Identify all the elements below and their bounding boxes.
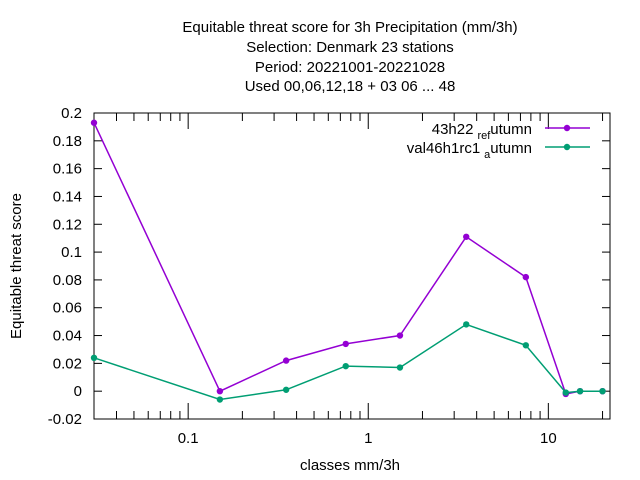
data-point xyxy=(576,387,584,395)
y-tick-label: 0.06 xyxy=(53,300,82,317)
y-tick-label: 0.2 xyxy=(61,105,82,122)
y-tick-label: 0.12 xyxy=(53,216,82,233)
data-point xyxy=(342,362,349,370)
data-point xyxy=(562,389,569,396)
data-point xyxy=(599,387,606,395)
data-point xyxy=(282,386,290,393)
data-point xyxy=(90,354,98,361)
data-point xyxy=(396,364,404,371)
title-line-4: Used 00,06,12,18 + 03 06 ... 48 xyxy=(245,78,456,95)
legend-label-1: 43h22 refutumn xyxy=(432,121,532,142)
x-tick-label: 1 xyxy=(364,430,372,447)
y-tick-label: 0.1 xyxy=(61,244,82,261)
data-point xyxy=(282,357,290,364)
title-line-1: Equitable threat score for 3h Precipitat… xyxy=(182,19,517,36)
data-point xyxy=(522,273,530,281)
legend: 43h22 refutumn val46h1rc1 autumn xyxy=(407,121,590,161)
y-tick-label: 0.04 xyxy=(53,328,82,345)
y-tick-label: 0 xyxy=(74,383,82,400)
data-point xyxy=(463,233,470,240)
data-point xyxy=(216,396,224,403)
chart-title: Equitable threat score for 3h Precipitat… xyxy=(182,19,517,95)
x-axis: 0.1 1 10 xyxy=(93,113,604,447)
y-tick-label: -0.02 xyxy=(48,411,82,428)
x-tick-label: 0.1 xyxy=(178,430,199,447)
y-tick-label: 0.02 xyxy=(53,355,82,372)
y-tick-label: 0.08 xyxy=(53,272,82,289)
data-point xyxy=(216,387,224,395)
legend-label-2: val46h1rc1 autumn xyxy=(407,140,532,161)
data-point xyxy=(522,342,530,349)
data-point xyxy=(342,340,349,348)
y-tick-label: 0.16 xyxy=(53,161,82,178)
data-point xyxy=(463,321,470,328)
series-layer xyxy=(90,119,606,403)
title-line-3: Period: 20221001-20221028 xyxy=(255,59,445,76)
y-tick-label: 0.18 xyxy=(53,133,82,150)
y-axis-label: Equitable threat score xyxy=(8,193,25,339)
legend-marker-2 xyxy=(563,143,571,151)
series-line-1 xyxy=(93,122,603,395)
x-tick-label: 10 xyxy=(540,430,557,447)
y-axis: -0.02 0 0.02 0.04 0.06 0.08 0.1 0.12 0.14 0.16 0.1… xyxy=(48,105,610,428)
series-line-2 xyxy=(93,323,603,401)
data-point xyxy=(396,332,404,339)
legend-marker-1 xyxy=(563,124,571,132)
x-axis-label: classes mm/3h xyxy=(300,457,400,474)
y-tick-label: 0.14 xyxy=(53,188,82,205)
title-line-2: Selection: Denmark 23 stations xyxy=(246,39,454,56)
plot-frame xyxy=(93,112,611,420)
data-point xyxy=(90,119,98,126)
